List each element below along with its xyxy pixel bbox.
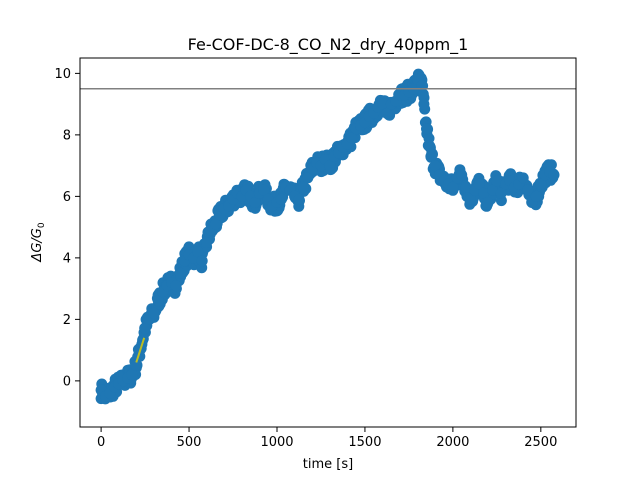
data-point — [302, 172, 314, 184]
x-tick-label: 2500 — [524, 435, 557, 450]
data-point — [377, 98, 388, 110]
data-point — [517, 172, 529, 184]
data-point — [324, 160, 336, 172]
data-point — [196, 255, 208, 267]
x-tick-label: 1000 — [260, 435, 293, 450]
data-point — [535, 178, 547, 190]
data-point — [478, 187, 490, 199]
y-tick-label: 10 — [54, 67, 71, 82]
x-tick-label: 1500 — [348, 435, 381, 450]
y-axis-title: ΔG/G0 — [30, 222, 47, 262]
x-tick-label: 2000 — [436, 435, 469, 450]
data-point — [148, 307, 160, 319]
chart-title: Fe-COF-DC-8_CO_N2_dry_40ppm_1 — [188, 35, 469, 55]
y-tick-label: 0 — [63, 374, 71, 389]
data-point — [170, 280, 182, 292]
data-point — [201, 237, 213, 248]
data-point — [421, 123, 432, 135]
x-axis: 0 500 1000 1500 2000 2500 — [97, 427, 557, 450]
y-tick-label: 8 — [63, 128, 71, 143]
data-point — [491, 175, 503, 187]
data-point — [548, 169, 560, 181]
data-point — [495, 187, 507, 199]
y-tick-label: 2 — [63, 313, 71, 328]
y-axis-title-main: ΔG/G — [30, 228, 45, 262]
data-point — [249, 197, 261, 208]
data-point — [473, 178, 485, 190]
data-point — [346, 132, 358, 144]
plot-area — [80, 68, 576, 405]
data-point — [416, 80, 428, 92]
data-point — [293, 193, 305, 205]
data-point — [174, 267, 186, 279]
data-point — [465, 193, 476, 205]
data-point — [258, 184, 270, 196]
data-point — [425, 150, 437, 162]
data-point — [456, 169, 468, 181]
data-point — [209, 218, 221, 230]
axes-frame — [79, 57, 577, 428]
x-tick-label: 500 — [177, 435, 202, 450]
data-point — [152, 295, 164, 307]
data-point — [192, 246, 204, 258]
data-point — [130, 360, 142, 371]
data-point — [381, 107, 393, 119]
data-point — [522, 184, 534, 196]
y-tick-label: 4 — [63, 251, 71, 266]
x-tick-label: 0 — [97, 435, 105, 450]
y-axis-title-sub: 0 — [37, 222, 47, 228]
data-point — [418, 98, 430, 110]
x-axis-title: time [s] — [303, 457, 353, 472]
y-axis: 0 2 4 6 8 10 — [54, 67, 80, 389]
data-point — [126, 369, 138, 381]
data-point — [275, 193, 287, 205]
data-point — [487, 184, 498, 196]
data-point — [139, 323, 151, 335]
data-point — [530, 190, 542, 202]
data-point — [447, 181, 459, 193]
data-point — [429, 160, 441, 172]
data-point — [482, 197, 494, 208]
y-tick-label: 6 — [63, 190, 71, 205]
fit-line — [135, 337, 146, 363]
data-point — [297, 181, 309, 193]
data-point — [460, 181, 472, 193]
